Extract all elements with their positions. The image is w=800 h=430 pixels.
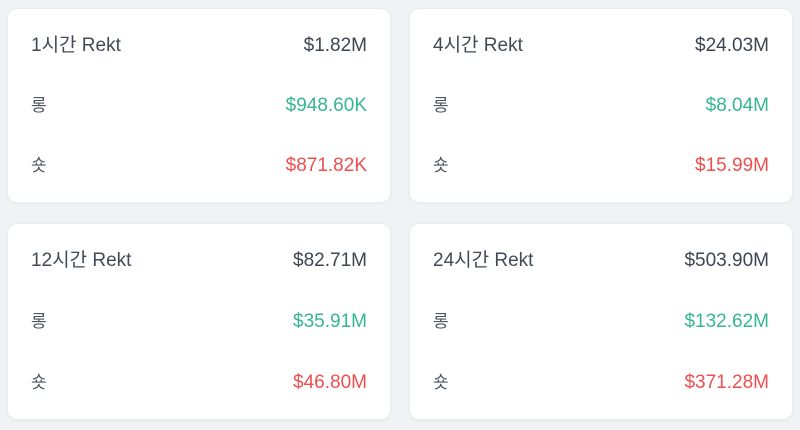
long-label: 롱 — [433, 96, 449, 116]
card-header-row: 12시간 Rekt $82.71M — [31, 250, 367, 273]
rekt-card-1h: 1시간 Rekt $1.82M 롱 $948.60K 숏 $871.82K — [7, 8, 391, 203]
total-rekt-value: $1.82M — [303, 35, 367, 56]
short-value: $15.99M — [695, 155, 769, 177]
long-row: 롱 $132.62M — [433, 311, 769, 334]
rekt-card-12h: 12시간 Rekt $82.71M 롱 $35.91M 숏 $46.80M — [7, 223, 391, 420]
short-value: $46.80M — [293, 372, 367, 394]
short-row: 숏 $371.28M — [433, 372, 769, 395]
long-value: $35.91M — [293, 311, 367, 333]
short-label: 숏 — [31, 373, 47, 393]
long-row: 롱 $8.04M — [433, 95, 769, 118]
total-rekt-value: $24.03M — [695, 35, 769, 56]
long-value: $8.04M — [705, 95, 769, 117]
card-header-row: 4시간 Rekt $24.03M — [433, 35, 769, 58]
long-row: 롱 $35.91M — [31, 311, 367, 334]
short-label: 숏 — [31, 156, 47, 176]
rekt-card-24h: 24시간 Rekt $503.90M 롱 $132.62M 숏 $371.28M — [409, 223, 793, 420]
total-rekt-value: $82.71M — [293, 250, 367, 271]
long-value: $948.60K — [285, 95, 367, 117]
card-title: 12시간 Rekt — [31, 250, 132, 271]
card-header-row: 24시간 Rekt $503.90M — [433, 250, 769, 273]
long-value: $132.62M — [684, 311, 769, 333]
card-title: 24시간 Rekt — [433, 250, 534, 271]
rekt-card-4h: 4시간 Rekt $24.03M 롱 $8.04M 숏 $15.99M — [409, 8, 793, 203]
long-label: 롱 — [31, 312, 47, 332]
long-label: 롱 — [433, 312, 449, 332]
short-row: 숏 $15.99M — [433, 155, 769, 178]
card-header-row: 1시간 Rekt $1.82M — [31, 35, 367, 58]
long-row: 롱 $948.60K — [31, 95, 367, 118]
short-value: $871.82K — [285, 155, 367, 177]
short-label: 숏 — [433, 156, 449, 176]
short-row: 숏 $46.80M — [31, 372, 367, 395]
short-label: 숏 — [433, 373, 449, 393]
short-row: 숏 $871.82K — [31, 155, 367, 178]
long-label: 롱 — [31, 96, 47, 116]
card-title: 4시간 Rekt — [433, 35, 523, 56]
total-rekt-value: $503.90M — [684, 250, 769, 271]
card-title: 1시간 Rekt — [31, 35, 121, 56]
short-value: $371.28M — [684, 372, 769, 394]
